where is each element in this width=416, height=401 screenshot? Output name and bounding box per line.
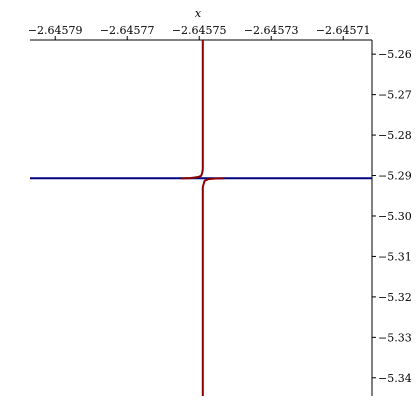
series-line-2: [181, 40, 204, 180]
x-tick-label: −2.64571: [316, 24, 371, 37]
x-tick-label: −2.64579: [28, 24, 83, 37]
series-layer: [30, 40, 372, 396]
y-tick-label: −5.29: [378, 170, 412, 183]
x-axis-ticks: −2.64579 −2.64577 −2.64575 −2.64573 −2.64571: [28, 24, 371, 40]
x-axis-title: x: [195, 7, 202, 20]
y-tick-label: −5.32: [378, 291, 412, 304]
y-tick-label: −5.30: [378, 210, 412, 223]
y-tick-label: −5.33: [378, 331, 412, 344]
y-tick-label: −5.34: [378, 372, 412, 385]
y-tick-label: −5.31: [378, 250, 412, 263]
x-tick-label: −2.64573: [244, 24, 299, 37]
y-axis-ticks: −5.26 −5.27 −5.28 −5.29 −5.30 −5.31 −5.32 −5.33…: [372, 48, 412, 385]
y-tick-label: −5.27: [378, 89, 412, 102]
x-tick-label: −2.64575: [172, 24, 227, 37]
series-line-3: [201, 177, 225, 396]
x-tick-label: −2.64577: [100, 24, 155, 37]
y-tick-label: −5.26: [378, 48, 412, 61]
y-tick-label: −5.28: [378, 129, 412, 142]
